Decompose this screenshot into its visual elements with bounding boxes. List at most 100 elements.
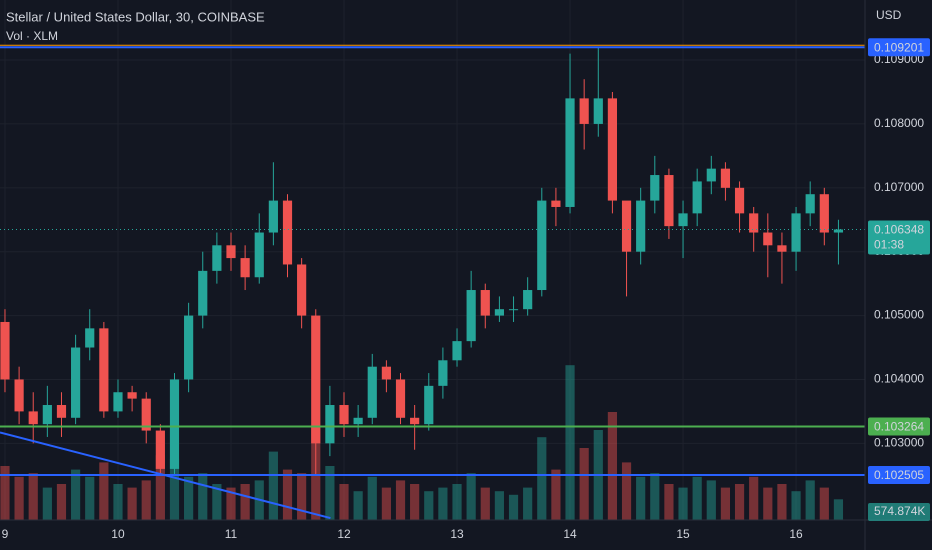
candle-body <box>749 213 759 233</box>
candle-body <box>71 347 81 418</box>
candle-body <box>297 264 307 316</box>
x-tick-label: 15 <box>676 527 690 541</box>
candle-body <box>113 392 123 412</box>
candle-body <box>212 245 222 271</box>
volume-bar <box>523 487 533 520</box>
volume-bar <box>0 466 10 520</box>
candle-body <box>141 398 151 431</box>
volume-bar <box>325 466 335 520</box>
current-price-label: 0.106348 <box>874 223 924 237</box>
volume-bar <box>198 473 208 520</box>
candle-body <box>466 290 476 342</box>
candle-body <box>438 360 448 386</box>
candle-body <box>339 405 349 425</box>
candle-body <box>99 328 109 412</box>
volume-bar <box>14 476 24 520</box>
volume-bar <box>452 484 462 520</box>
candle-body <box>480 290 490 316</box>
candle-body <box>424 385 434 425</box>
volume-bar <box>141 480 151 520</box>
candle-body <box>42 405 52 425</box>
level-price-box <box>868 465 930 484</box>
candle-body <box>198 270 208 316</box>
volume-bar <box>282 469 293 520</box>
candle-body <box>508 309 519 311</box>
volume-bar <box>99 462 109 520</box>
candle-body <box>650 175 660 201</box>
candle-body <box>678 213 688 227</box>
volume-bar <box>480 487 490 520</box>
candle-body <box>325 405 335 444</box>
volume-bar <box>56 484 67 520</box>
chart-title: Stellar / United States Dollar, 30, COIN… <box>6 9 265 24</box>
candle-body <box>410 417 420 425</box>
volume-bar <box>339 484 349 520</box>
candle-body <box>579 98 589 124</box>
candle-body <box>56 405 67 418</box>
candle-body <box>85 328 95 348</box>
x-tick-label: 10 <box>111 527 125 541</box>
volume-bar <box>607 412 618 520</box>
volume-bar <box>381 487 391 520</box>
candle-body <box>551 200 561 207</box>
volume-bar <box>155 455 165 520</box>
level-price-label: 0.102505 <box>874 468 924 482</box>
level-price-box <box>868 417 930 436</box>
level-price-label: 0.109201 <box>874 40 924 54</box>
candle-body <box>282 200 293 265</box>
y-tick-label: 0.108000 <box>874 116 924 130</box>
candle-body <box>763 232 773 246</box>
volume-bar <box>71 469 81 520</box>
volume-bar <box>692 476 702 520</box>
candle-body <box>621 200 632 252</box>
volume-bar <box>636 476 646 520</box>
candle-body <box>184 315 194 380</box>
volume-bar <box>763 487 773 520</box>
candle-body <box>0 321 10 380</box>
candle-body <box>777 245 787 252</box>
x-tick-label: 14 <box>563 527 577 541</box>
volume-bar <box>791 491 801 520</box>
volume-bar <box>664 484 674 520</box>
level-price-box <box>868 38 930 57</box>
x-tick-label: 13 <box>450 527 464 541</box>
volume-bar <box>833 499 844 520</box>
volume-bar <box>226 487 236 520</box>
currency: USD <box>876 8 902 22</box>
candle-body <box>720 168 731 188</box>
volume-bar <box>113 484 123 520</box>
volume-bar <box>240 484 250 520</box>
candle-body <box>805 194 815 214</box>
candle-body <box>664 175 674 227</box>
volume-bar <box>212 484 222 520</box>
candle-body <box>537 200 547 291</box>
x-tick-label: 11 <box>225 527 238 541</box>
volume-legend: Vol · XLM <box>6 29 58 43</box>
volume-bar <box>579 448 589 520</box>
x-tick-label: 9 <box>2 527 9 541</box>
volume-bar <box>169 458 180 520</box>
candle-body <box>494 309 504 316</box>
candle-body <box>692 181 702 214</box>
volume-bar <box>438 487 448 520</box>
volume-bar <box>621 462 632 520</box>
candle-body <box>254 232 264 278</box>
volume-bar <box>268 451 278 520</box>
candle-body <box>819 194 829 233</box>
candle-body <box>14 379 24 412</box>
candle-body <box>367 366 377 418</box>
candle-body <box>636 200 646 252</box>
candle-body <box>240 258 250 278</box>
volume-bar <box>551 469 561 520</box>
candle-body <box>734 187 745 214</box>
volume-bar <box>353 491 363 520</box>
volume-bar <box>508 494 519 520</box>
volume-bar <box>720 487 731 520</box>
volume-bar <box>127 487 137 520</box>
candle-body <box>607 98 618 201</box>
candle-body <box>523 290 533 310</box>
candle-body <box>169 379 180 469</box>
y-tick-label: 0.107000 <box>874 180 924 194</box>
volume-bar <box>494 491 504 520</box>
